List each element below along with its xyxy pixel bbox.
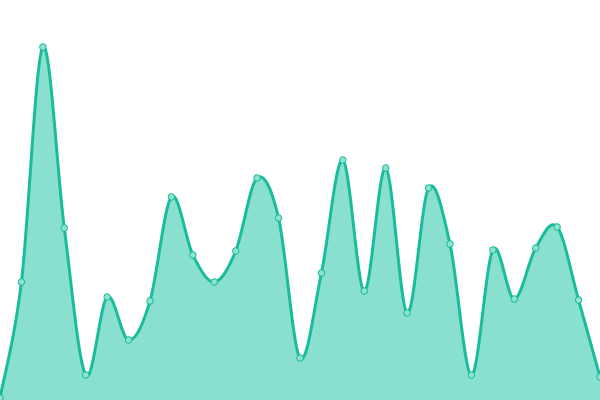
- data-point-2: [39, 43, 47, 51]
- data-point-8: [167, 193, 176, 201]
- data-point-4: [82, 371, 90, 379]
- data-point-17: [360, 287, 368, 295]
- data-point-3: [60, 224, 68, 232]
- data-point-19: [403, 309, 411, 317]
- data-point-6: [124, 336, 133, 344]
- data-point-16: [339, 156, 347, 164]
- data-point-25: [532, 244, 540, 252]
- data-point-9: [189, 251, 197, 259]
- data-point-13: [274, 214, 283, 222]
- data-point-1: [17, 278, 26, 286]
- data-point-27: [574, 296, 583, 304]
- data-point-26: [553, 223, 561, 231]
- data-markers: [0, 43, 600, 400]
- data-point-12: [253, 174, 261, 182]
- data-point-22: [467, 371, 476, 379]
- data-point-23: [489, 246, 497, 254]
- data-point-21: [446, 240, 454, 248]
- data-point-14: [296, 354, 304, 362]
- area-fill: [0, 46, 600, 400]
- data-point-24: [510, 295, 518, 303]
- data-point-11: [232, 247, 240, 255]
- data-point-7: [146, 297, 154, 305]
- data-point-10: [210, 278, 218, 286]
- data-point-15: [317, 269, 326, 277]
- data-point-18: [382, 164, 390, 172]
- data-point-0: [0, 394, 4, 400]
- data-point-20: [424, 184, 433, 192]
- data-point-5: [103, 293, 111, 301]
